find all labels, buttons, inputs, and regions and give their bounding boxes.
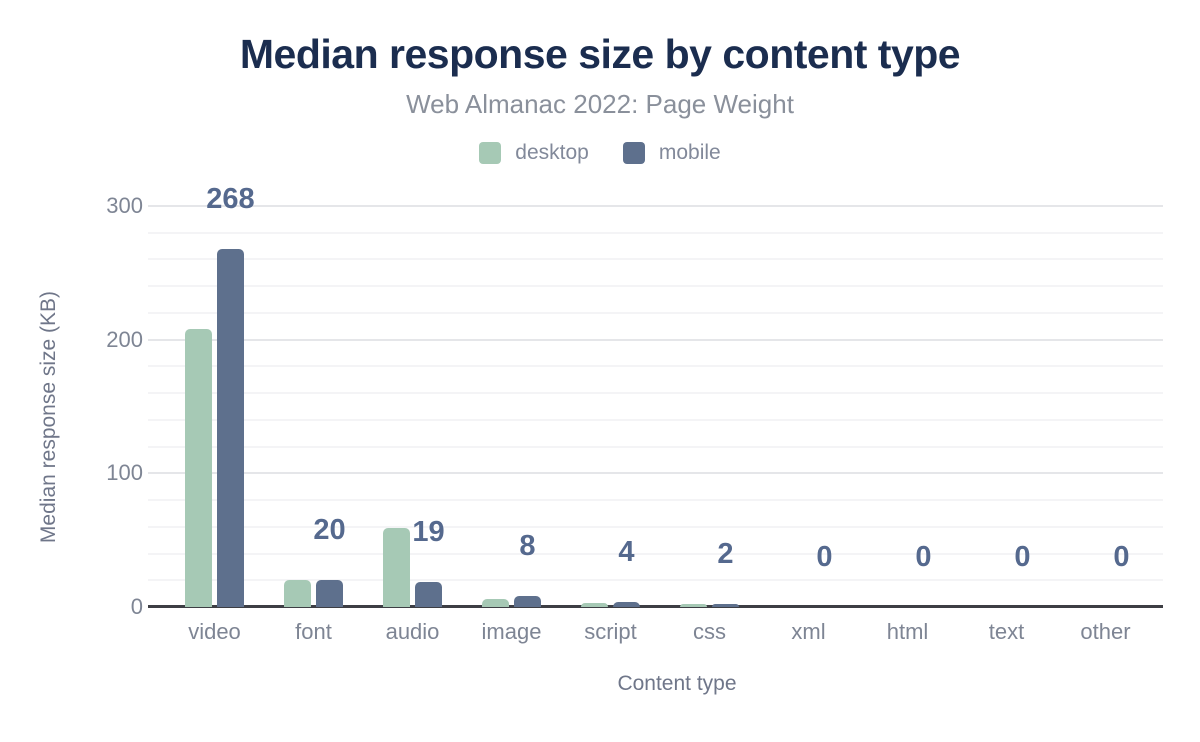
x-category-label-other: other: [1080, 619, 1131, 644]
data-label-font: 20: [313, 514, 346, 547]
bar-desktop-script: [581, 603, 608, 607]
gridline-minor: [148, 525, 1163, 528]
data-label-css: 2: [717, 538, 734, 571]
plot-area: 268 video 20 font 19 audio 8 image 4 script 2 css 0 x…: [148, 183, 1163, 644]
gridline-minor: [148, 552, 1163, 555]
gridline-major: [148, 472, 1163, 475]
x-axis-baseline: [148, 605, 1163, 608]
legend-label-mobile: mobile: [658, 141, 721, 164]
legend-item-mobile: mobile: [622, 141, 721, 165]
legend-swatch-desktop-icon: [479, 142, 502, 164]
data-label-video: 268: [206, 182, 255, 215]
y-axis-title: Median response size (KB): [37, 290, 60, 544]
chart-subtitle: Web Almanac 2022: Page Weight: [406, 89, 794, 119]
x-category-label-video: video: [188, 619, 241, 644]
bar-mobile-script: [613, 601, 640, 607]
gridline-minor: [148, 231, 1163, 234]
data-label-script: 4: [618, 535, 635, 568]
x-category-label-css: css: [693, 619, 726, 644]
bar-mobile-css: [712, 604, 739, 607]
data-label-text: 0: [1014, 541, 1031, 573]
legend-label-desktop: desktop: [515, 141, 589, 164]
x-category-label-audio: audio: [385, 619, 440, 644]
bar-desktop-css: [680, 604, 707, 607]
y-tick-label: 300: [106, 193, 143, 218]
gridline-minor: [148, 418, 1163, 421]
x-category-label-html: html: [886, 619, 929, 644]
bar-desktop-font: [284, 580, 311, 607]
x-category-label-image: image: [481, 619, 542, 644]
data-label-image: 8: [519, 530, 536, 563]
bar-mobile-audio: [415, 581, 442, 607]
gridline-minor: [148, 445, 1163, 448]
x-category-label-script: script: [584, 619, 637, 644]
bar-desktop-audio: [383, 528, 410, 607]
bar-desktop-video: [185, 328, 212, 607]
data-label-html: 0: [915, 541, 932, 573]
gridline-minor: [148, 579, 1163, 582]
legend: desktop mobile: [0, 141, 1200, 165]
gridline-minor: [148, 258, 1163, 261]
y-tick-label: 100: [106, 460, 143, 486]
gridline-major: [148, 205, 1163, 207]
data-label-audio: 19: [412, 515, 445, 548]
legend-item-desktop: desktop: [479, 141, 589, 165]
x-category-label-text: text: [988, 619, 1025, 644]
gridline-minor: [148, 285, 1163, 288]
chart-title: Median response size by content type: [239, 31, 961, 77]
bar-desktop-image: [482, 598, 509, 607]
y-tick-label: 200: [106, 326, 143, 352]
bar-mobile-video: [217, 248, 244, 607]
data-label-xml: 0: [816, 541, 833, 573]
gridline-minor: [148, 311, 1163, 314]
gridline-minor: [148, 392, 1163, 395]
x-axis-title: Content type: [617, 672, 737, 695]
gridline-minor: [148, 499, 1163, 502]
legend-swatch-mobile-icon: [622, 142, 645, 164]
x-category-label-xml: xml: [791, 619, 826, 644]
gridline-minor: [148, 365, 1163, 368]
data-label-other: 0: [1113, 541, 1130, 573]
x-category-label-font: font: [295, 619, 332, 644]
gridline-major: [148, 338, 1163, 341]
y-tick-label: 0: [130, 594, 143, 619]
bar-mobile-image: [514, 596, 541, 607]
bar-mobile-font: [316, 580, 343, 607]
